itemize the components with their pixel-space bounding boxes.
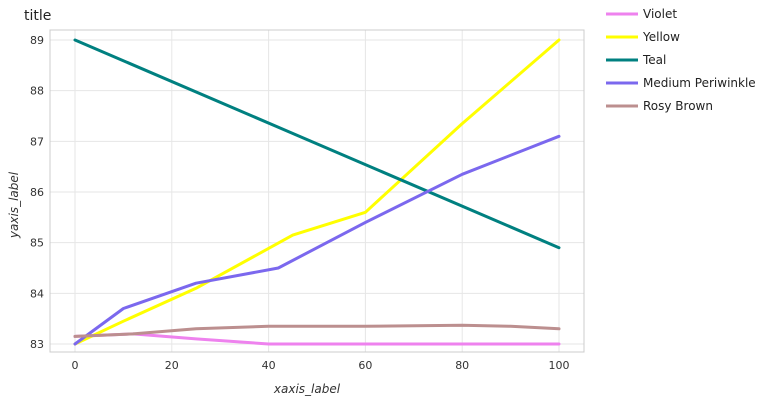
y-tick-label: 84 bbox=[30, 287, 44, 300]
y-tick-label: 86 bbox=[30, 186, 44, 199]
y-tick-label: 88 bbox=[30, 85, 44, 98]
y-tick-label: 85 bbox=[30, 237, 44, 250]
series-line-violet bbox=[73, 332, 561, 346]
legend-label-violet: Violet bbox=[643, 7, 677, 21]
legend-label-rosy-brown: Rosy Brown bbox=[643, 99, 713, 113]
y-tick-label: 83 bbox=[30, 338, 44, 351]
axes: 83 84 85 86 87 88 89 0 20 40 60 80 100 bbox=[30, 29, 585, 372]
x-tick-label: 0 bbox=[72, 359, 79, 372]
x-tick-label: 100 bbox=[549, 359, 570, 372]
y-tick-label: 89 bbox=[30, 34, 44, 47]
grid bbox=[50, 30, 584, 352]
chart-title: title bbox=[24, 8, 51, 24]
legend-label-yellow: Yellow bbox=[642, 30, 680, 44]
series-line-teal bbox=[73, 38, 561, 250]
x-tick-label: 20 bbox=[165, 359, 179, 372]
series-lines bbox=[73, 38, 561, 346]
x-tick-label: 40 bbox=[262, 359, 276, 372]
y-tick-label: 87 bbox=[30, 135, 44, 148]
series-line-medium-periwinkle bbox=[73, 134, 561, 346]
y-axis-title: yaxis_label bbox=[7, 171, 21, 239]
plot-area-border bbox=[49, 29, 585, 353]
legend-label-medium-periwinkle: Medium Periwinkle bbox=[643, 76, 756, 90]
legend-label-teal: Teal bbox=[642, 53, 666, 67]
x-tick-label: 60 bbox=[358, 359, 372, 372]
legend: Violet Yellow Teal Medium Periwinkle Rosy Br… bbox=[606, 7, 756, 113]
series-line-yellow bbox=[73, 38, 561, 346]
x-axis-title: xaxis_label bbox=[273, 382, 341, 396]
series-line-rosy-brown bbox=[73, 323, 561, 338]
x-tick-label: 80 bbox=[455, 359, 469, 372]
